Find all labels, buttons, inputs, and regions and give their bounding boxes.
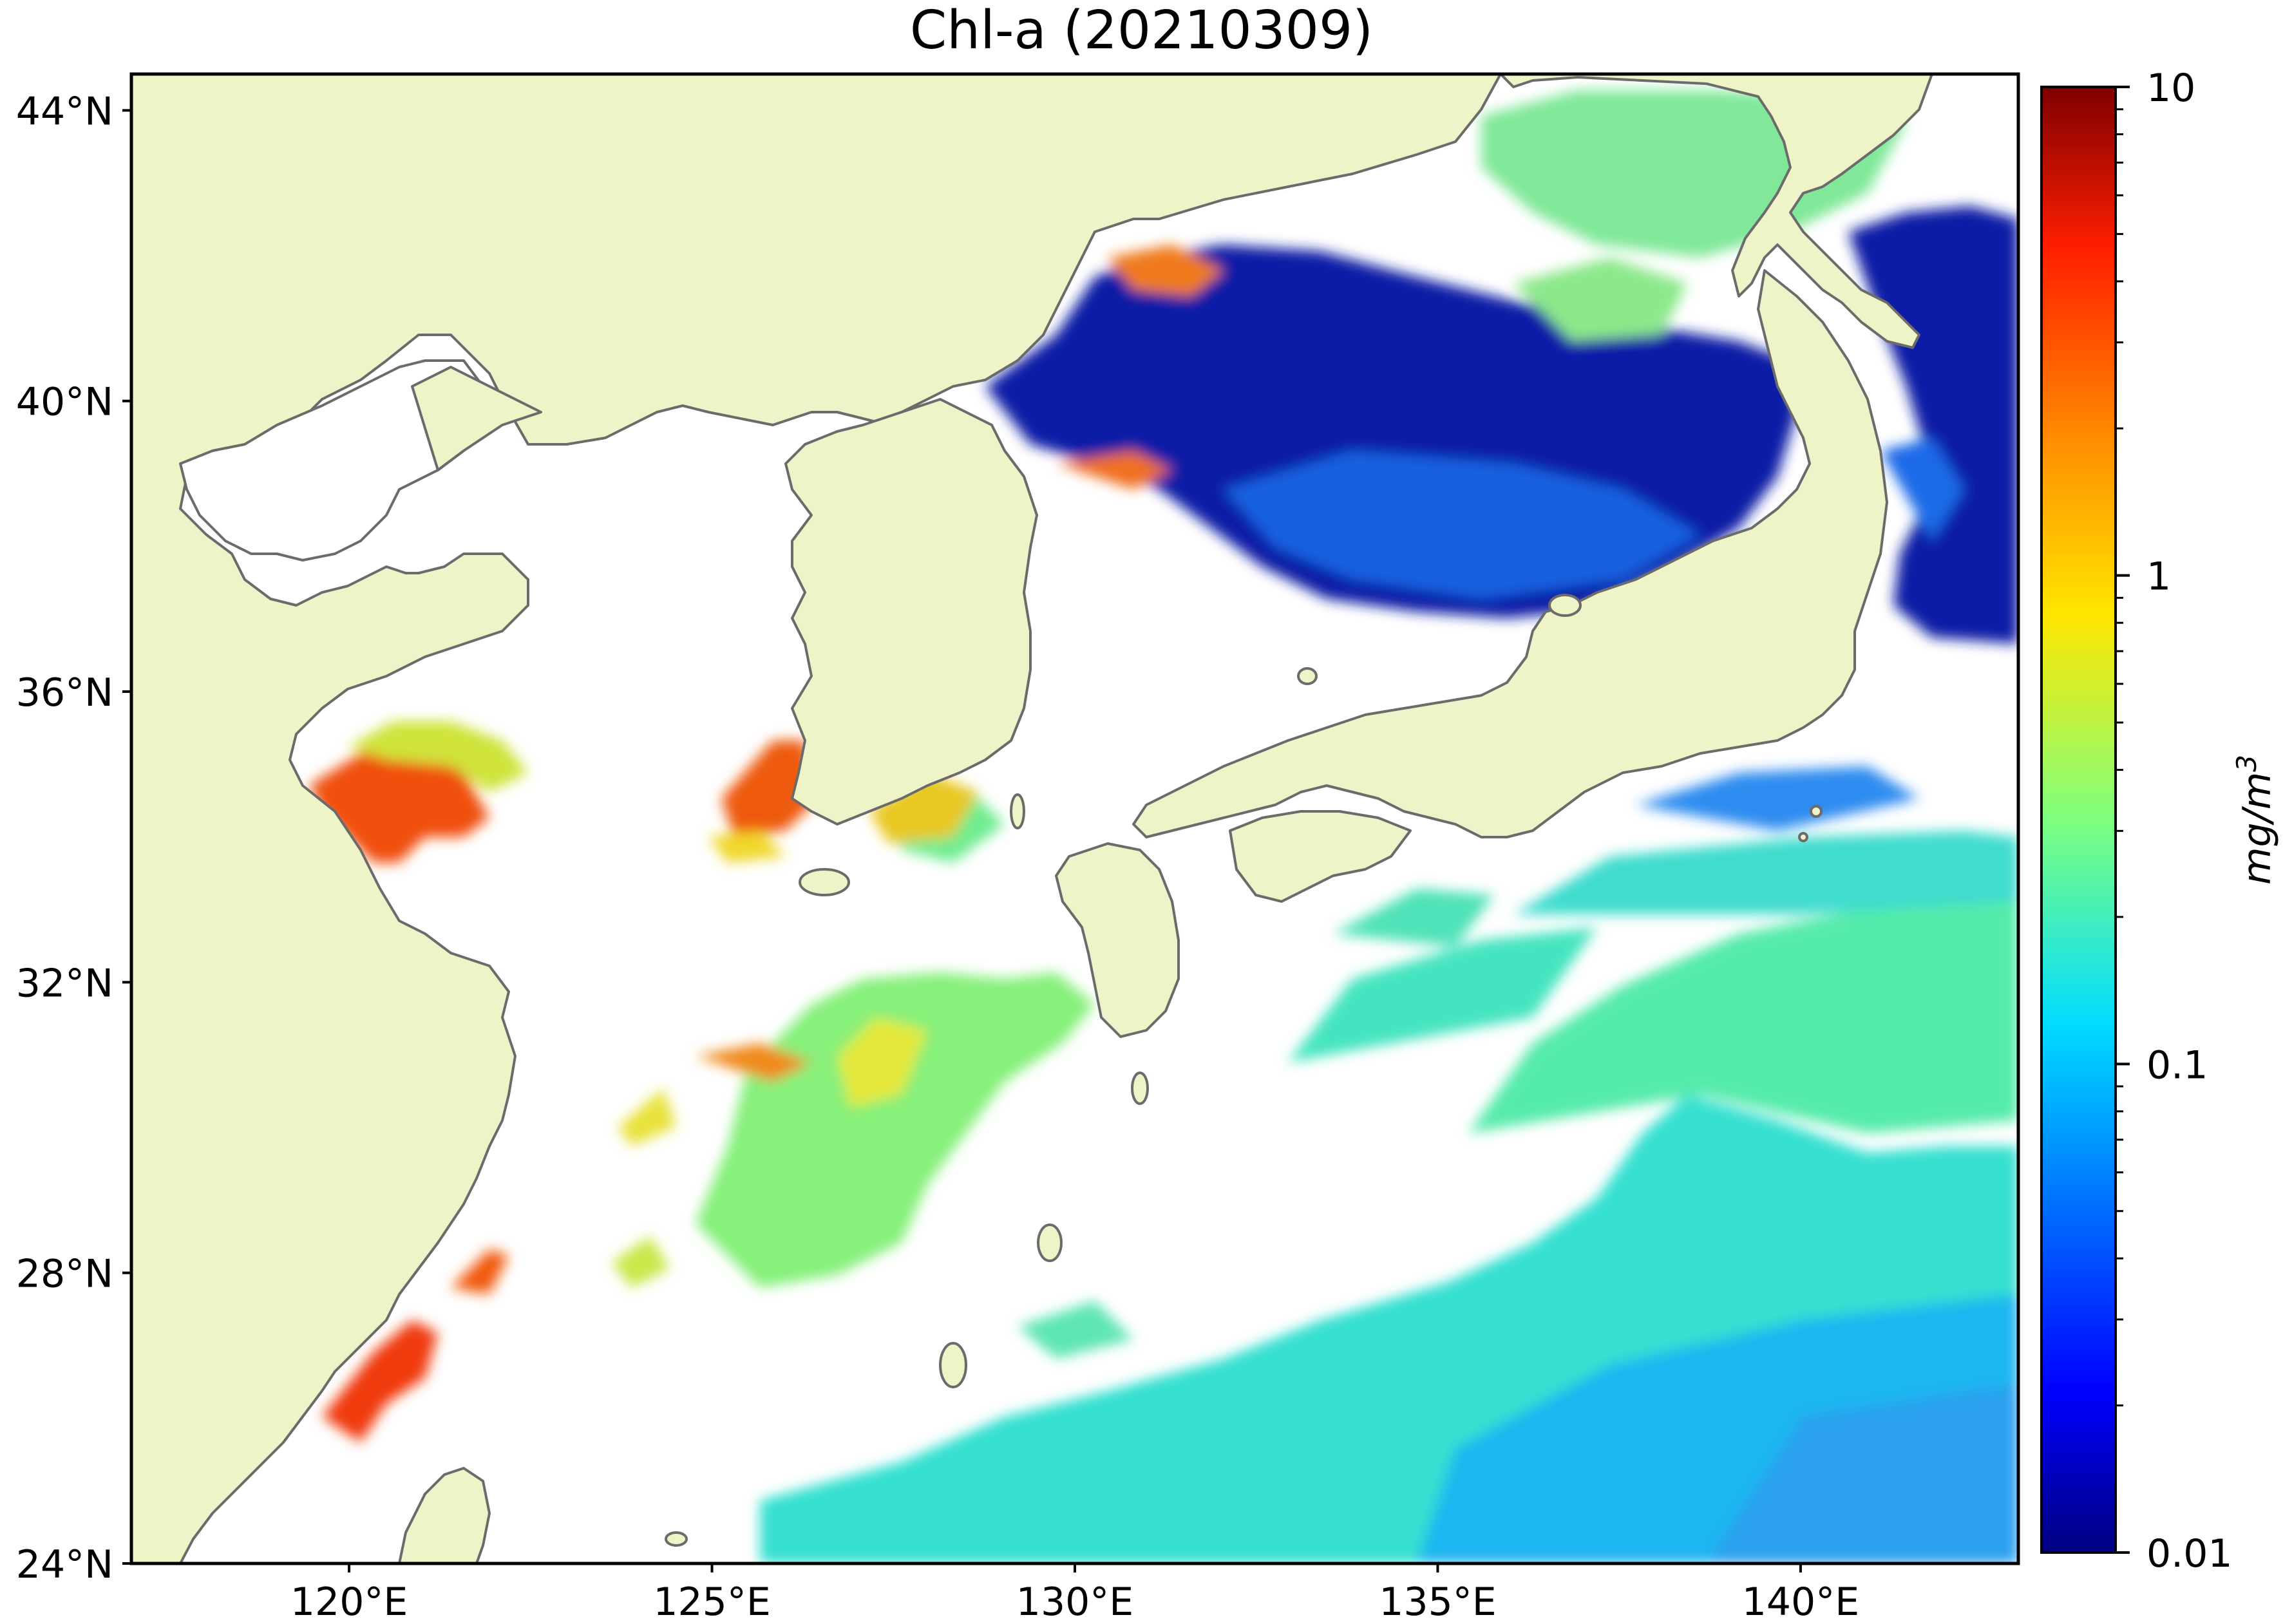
chl-patch-ecs-small2 xyxy=(612,1236,670,1288)
chl-patch-pacific-mid xyxy=(1288,927,1597,1062)
chl-patch-pacific-top xyxy=(1513,831,2018,914)
chl-patch-korea-south xyxy=(869,773,979,844)
chl-patch-south-blue2 xyxy=(1707,1384,2018,1563)
lon-tick-label: 130°E xyxy=(1016,1580,1133,1624)
chl-patch-jiangsu-orange xyxy=(309,747,489,863)
land-kyushu xyxy=(1055,842,1180,1038)
colorbar-tick-label: 1 xyxy=(2146,554,2171,600)
lat-tick-label: 44°N xyxy=(16,89,113,134)
chl-patch-zhejiang-coast xyxy=(451,1249,509,1294)
chl-patch-south-honshu xyxy=(1636,766,1919,831)
latitude-axis: 44°N 40°N 36°N 32°N 28°N 24°N xyxy=(16,89,131,1587)
lat-tick-label: 28°N xyxy=(16,1252,113,1297)
land-layer xyxy=(131,74,1933,1563)
longitude-axis: 120°E 125°E 130°E 135°E 140°E xyxy=(290,1563,1859,1624)
land-tsushima xyxy=(1010,793,1025,829)
chl-patch-ecs-teal xyxy=(1018,1301,1133,1359)
chl-patch-ecs-yellow xyxy=(837,1017,927,1108)
chl-patch-fujian-coast xyxy=(322,1320,438,1442)
chl-patch-ecs-small1 xyxy=(618,1088,676,1146)
lat-tick-label: 40°N xyxy=(16,380,113,425)
lon-tick-label: 140°E xyxy=(1742,1580,1859,1624)
lon-tick-label: 135°E xyxy=(1379,1580,1496,1624)
colorbar-tick-label: 10 xyxy=(2146,66,2195,111)
lat-tick-label: 36°N xyxy=(16,670,113,715)
chlorophyll-data-layer xyxy=(309,90,2018,1563)
land-amami xyxy=(1037,1223,1063,1262)
land-korea xyxy=(784,398,1038,826)
colorbar-tick-label: 0.01 xyxy=(2146,1531,2233,1576)
chart-title: Chl-a (20210309) xyxy=(909,0,1374,61)
colorbar-unit-superscript: 3 xyxy=(2231,755,2262,772)
chl-patch-korea-sw-yellow xyxy=(708,831,786,863)
chl-patch-japan-sea-orange xyxy=(1108,245,1224,296)
colorbar-unit-base: mg/m xyxy=(2235,772,2280,885)
chl-patch-pacific-east xyxy=(1468,902,2018,1133)
colorbar-gradient xyxy=(2040,86,2117,1554)
lat-tick-label: 24°N xyxy=(16,1542,113,1587)
chl-patch-japan-sea-green2 xyxy=(1513,258,1687,341)
chl-patch-korea-sw xyxy=(721,741,818,837)
colorbar: 10 1 0.1 0.01 mg/m3 xyxy=(2040,66,2280,1576)
map-panel xyxy=(131,74,2018,1563)
lon-tick-label: 125°E xyxy=(653,1580,770,1624)
land-izu-1 xyxy=(1810,805,1823,818)
colorbar-tick-label: 0.1 xyxy=(2146,1043,2208,1088)
lon-tick-label: 120°E xyxy=(290,1580,408,1624)
land-liaodong xyxy=(411,366,542,471)
land-tanegashima xyxy=(1131,1072,1149,1105)
land-shikoku xyxy=(1229,810,1412,903)
land-taiwan xyxy=(398,1467,491,1563)
chl-patch-korea-east-orange xyxy=(1056,451,1172,489)
colorbar-ticks: 10 1 0.1 0.01 xyxy=(2116,66,2233,1576)
chl-patch-japan-sea-mid xyxy=(1224,451,1700,599)
land-izu-2 xyxy=(1798,832,1808,842)
land-okinawa xyxy=(939,1342,967,1388)
chl-patch-ecs-orange xyxy=(696,1043,811,1082)
land-hokkaido xyxy=(1499,74,1933,349)
land-asia-mainland xyxy=(131,74,1502,1563)
colorbar-unit-label: mg/m3 xyxy=(2231,755,2280,885)
land-sado xyxy=(1548,594,1582,617)
chl-patch-ecs-green xyxy=(696,972,1095,1288)
chl-patch-sanriku-blue xyxy=(1880,438,1964,541)
lat-tick-label: 32°N xyxy=(16,961,113,1006)
land-miyako xyxy=(665,1531,688,1547)
chl-patch-shikoku-south xyxy=(1333,889,1494,947)
land-oki xyxy=(1297,667,1318,685)
land-honshu xyxy=(1132,269,1888,838)
chl-patch-jiangsu-yellow xyxy=(348,721,528,792)
land-jeju xyxy=(799,868,850,896)
